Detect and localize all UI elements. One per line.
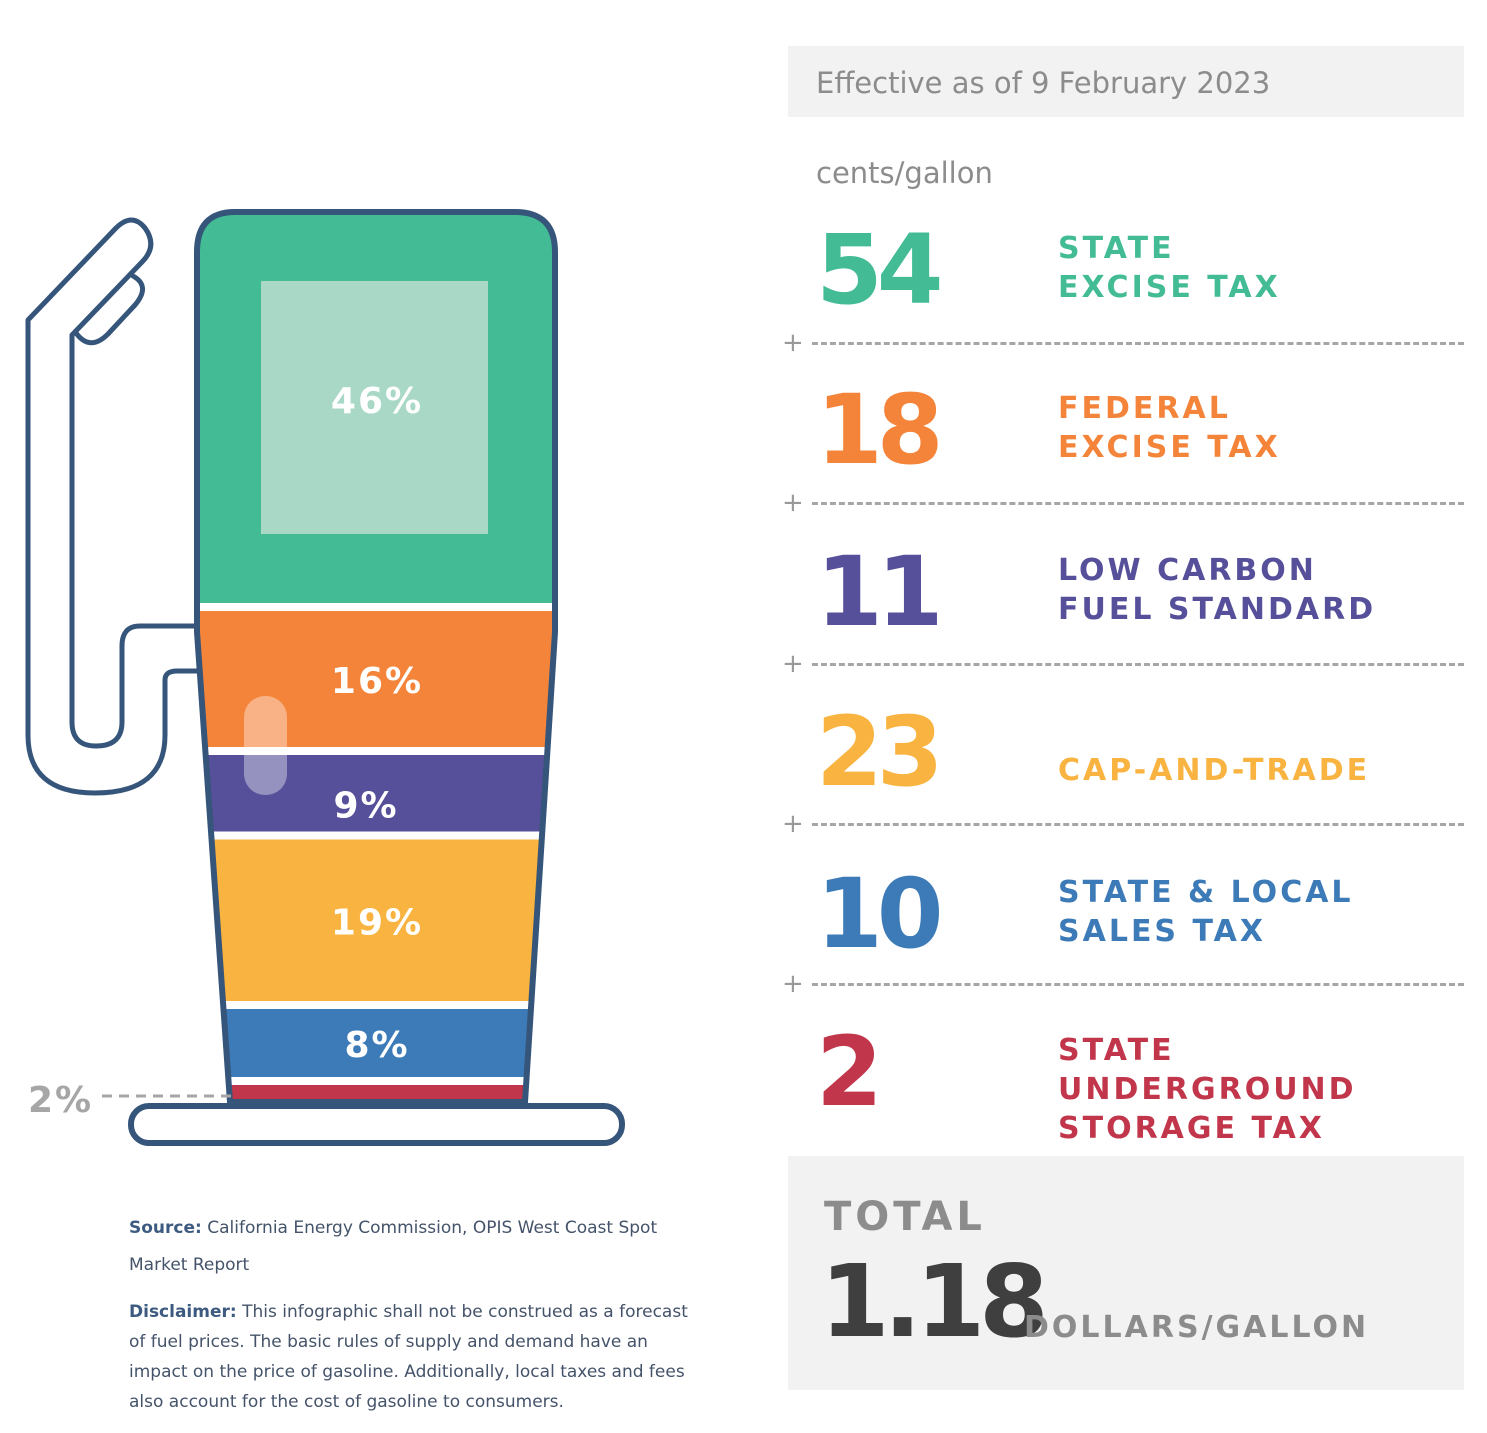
effective-date-banner: Effective as of 9 February 2023 (788, 46, 1464, 117)
disclaimer-note: Disclaimer: This infographic shall not b… (129, 1297, 709, 1417)
component-value: 10 (816, 858, 944, 970)
segment-federal-excise (197, 611, 555, 747)
row-separator: + (782, 330, 1464, 358)
pct-label-state-excise: 46% (331, 381, 423, 422)
effective-date: Effective as of 9 February 2023 (816, 66, 1271, 100)
component-name: STATE UNDERGROUND STORAGE TAX (1058, 1033, 1357, 1146)
pct-label-federal-excise: 16% (331, 661, 423, 702)
plus-icon: + (782, 328, 804, 358)
source-text: California Energy Commission, OPIS West … (129, 1218, 658, 1275)
plus-icon: + (782, 809, 804, 839)
segment-sales-tax (197, 1009, 555, 1077)
gas-pump-chart: 46% 16% 9% 19% 8% 2% (25, 209, 625, 1146)
component-row-underground: 2 STATE UNDERGROUND STORAGE TAX (788, 1016, 1464, 1146)
row-separator: + (782, 490, 1464, 518)
pump-screen (261, 281, 488, 534)
dashed-line (812, 663, 1464, 666)
segment-lcfs (197, 755, 555, 832)
component-name: STATE EXCISE TAX (1058, 231, 1281, 305)
pump-base (128, 1103, 625, 1146)
segment-underground (197, 1085, 555, 1102)
dashed-line (812, 502, 1464, 505)
row-separator: + (782, 651, 1464, 679)
plus-icon: + (782, 649, 804, 679)
component-name: STATE & LOCAL SALES TAX (1058, 875, 1354, 949)
disclaimer-label: Disclaimer: (129, 1302, 237, 1322)
component-value: 18 (816, 374, 944, 486)
disclaimer-text: This infographic shall not be construed … (129, 1302, 688, 1412)
component-value: 23 (816, 696, 944, 808)
component-name: LOW CARBON FUEL STANDARD (1058, 553, 1377, 627)
plus-icon: + (782, 969, 804, 999)
source-label: Source: (129, 1218, 202, 1238)
dashed-line (812, 342, 1464, 345)
pump-highlight (244, 696, 287, 795)
component-row-sales-tax: 10 STATE & LOCAL SALES TAX (788, 866, 1464, 966)
component-name: CAP-AND-TRADE (1058, 753, 1371, 788)
dashed-line (812, 823, 1464, 826)
pct-label-sales-tax: 8% (344, 1025, 409, 1066)
component-row-cap-and-trade: 23 CAP-AND-TRADE (788, 704, 1464, 804)
total-unit: DOLLARS/GALLON (1024, 1310, 1370, 1345)
dashed-line (812, 983, 1464, 986)
component-value: 11 (816, 536, 944, 648)
component-row-federal-excise: 18 FEDERAL EXCISE TAX (788, 382, 1464, 482)
total-label: TOTAL (824, 1194, 986, 1240)
component-row-state-excise: 54 STATE EXCISE TAX (788, 222, 1464, 322)
total-value: 1.18 (820, 1243, 1049, 1360)
segment-cap-and-trade (197, 839, 555, 1001)
nozzle-icon (25, 217, 200, 796)
row-separator: + (782, 811, 1464, 839)
component-value: 54 (816, 214, 944, 326)
component-value: 2 (816, 1016, 883, 1128)
component-name: FEDERAL EXCISE TAX (1058, 391, 1281, 465)
total-panel: TOTAL 1.18 DOLLARS/GALLON (788, 1156, 1464, 1390)
plus-icon: + (782, 488, 804, 518)
component-row-lcfs: 11 LOW CARBON FUEL STANDARD (788, 544, 1464, 644)
unit-label: cents/gallon (816, 156, 993, 190)
pump-segments (197, 212, 555, 1102)
row-separator: + (782, 971, 1464, 999)
pct-label-underground: 2% (28, 1080, 93, 1121)
pct-label-cap-and-trade: 19% (331, 902, 423, 943)
source-note: Source: California Energy Commission, OP… (129, 1210, 709, 1284)
pump-outline (194, 209, 558, 1105)
pct-label-lcfs: 9% (333, 785, 398, 826)
